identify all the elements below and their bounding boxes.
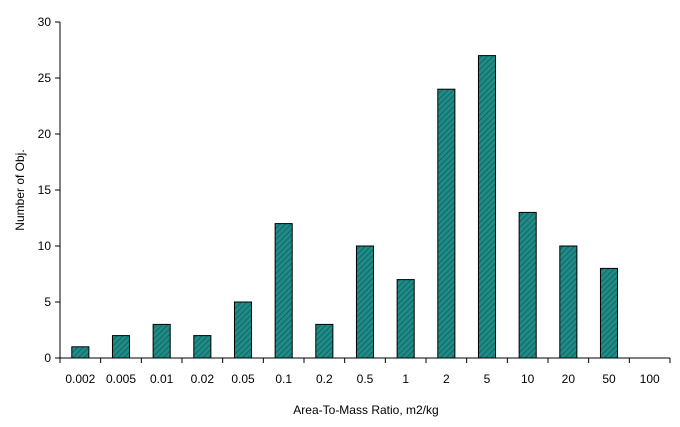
bar-5 [477, 55, 497, 359]
y-axis-ticks: 0 5 10 15 20 25 30 [38, 15, 60, 365]
y-tick-label: 5 [44, 295, 51, 309]
x-tick-label: 0.5 [357, 372, 374, 386]
x-axis-title: Area-To-Mass Ratio, m2/kg [293, 403, 438, 417]
bar-1 [396, 279, 415, 359]
x-tick-label: 1 [402, 372, 409, 386]
bar-50 [599, 267, 619, 359]
x-tick-label: 5 [484, 372, 491, 386]
x-tick-label: 100 [640, 372, 660, 386]
bar-0.02 [193, 335, 212, 359]
bar-0.5 [355, 245, 375, 359]
bar-0.005 [111, 335, 131, 359]
bar-0.2 [315, 323, 334, 359]
bar-0.002 [71, 346, 90, 359]
x-tick-label: 2 [443, 372, 450, 386]
bar-0.1 [274, 223, 293, 359]
y-axis-title: Number of Obj. [13, 149, 27, 230]
x-tick-label: 0.02 [191, 372, 215, 386]
x-tick-label: 0.002 [65, 372, 95, 386]
bar-2 [437, 88, 456, 359]
y-tick-label: 10 [38, 239, 52, 253]
bars [71, 55, 619, 359]
y-tick-label: 20 [38, 127, 52, 141]
x-tick-label: 0.01 [150, 372, 174, 386]
bar-20 [559, 245, 578, 359]
bar-0.01 [152, 323, 171, 359]
y-tick-label: 0 [44, 351, 51, 365]
x-tick-label: 0.05 [231, 372, 255, 386]
x-axis-ticks: 0.002 0.005 0.01 0.02 0.05 0.1 0.2 0.5 1 2 5 10 20 50… [59, 358, 671, 386]
y-tick-label: 30 [38, 15, 52, 29]
x-tick-label: 0.005 [106, 372, 136, 386]
y-tick-label: 15 [38, 183, 52, 197]
x-tick-label: 10 [521, 372, 535, 386]
x-tick-label: 50 [602, 372, 616, 386]
y-tick-label: 25 [38, 71, 52, 85]
bar-0.05 [233, 301, 253, 359]
x-tick-label: 0.1 [275, 372, 292, 386]
x-tick-label: 20 [562, 372, 576, 386]
x-tick-label: 0.2 [316, 372, 333, 386]
bar-10 [518, 211, 537, 359]
